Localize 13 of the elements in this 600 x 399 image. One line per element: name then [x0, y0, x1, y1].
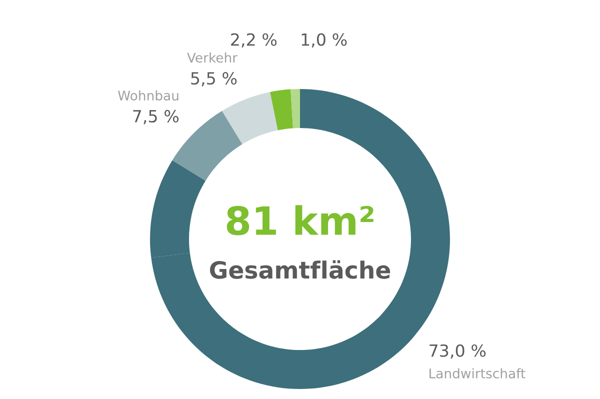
data-label: 73,0 % [430, 344, 486, 359]
slice-label: Verkehr [187, 52, 238, 63]
data-label: 7,5 % [133, 110, 179, 124]
donut-slice [270, 89, 294, 130]
data-label: 5,5 % [191, 72, 237, 86]
slice-label: Landwirtschaft [430, 368, 526, 378]
donut-slice [222, 92, 278, 144]
text: Gesamtfläche [210, 260, 390, 279]
slice-label: Wohnbau [118, 90, 178, 101]
donut-slice [290, 89, 300, 128]
data-label: 1,0 % [302, 33, 347, 48]
text: 81 km² [226, 205, 374, 236]
data-label: 2,2 % [231, 33, 277, 48]
